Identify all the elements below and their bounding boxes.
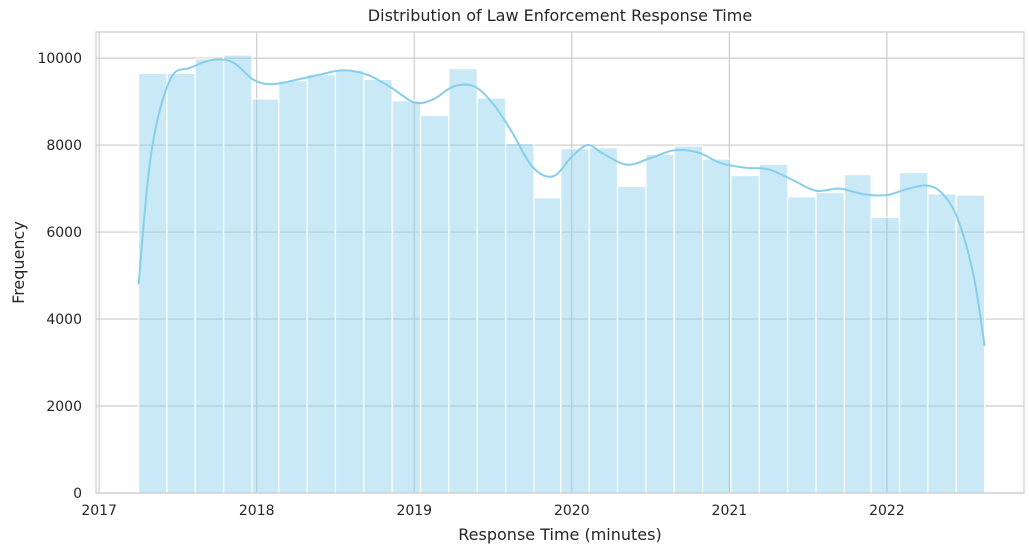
histogram-bar bbox=[223, 54, 253, 494]
histogram-bar bbox=[843, 174, 872, 494]
y-tick-label: 10000 bbox=[37, 51, 82, 67]
histogram-bar bbox=[391, 100, 422, 494]
histogram-bar bbox=[898, 171, 929, 494]
plot-area-frame bbox=[95, 31, 1025, 494]
histogram-bar bbox=[673, 145, 704, 494]
y-tick-label: 0 bbox=[73, 486, 82, 502]
histogram-bar bbox=[645, 153, 675, 494]
chart-title: Distribution of Law Enforcement Response… bbox=[368, 6, 752, 25]
histogram-bar bbox=[505, 142, 535, 494]
histogram-bar bbox=[334, 69, 365, 494]
x-axis-label: Response Time (minutes) bbox=[458, 525, 661, 544]
x-tick-label: 2019 bbox=[396, 503, 432, 519]
y-axis-label: Frequency bbox=[9, 221, 28, 304]
x-tick-label: 2022 bbox=[869, 503, 905, 519]
histogram-bar bbox=[448, 67, 478, 494]
histogram-bar bbox=[419, 114, 450, 494]
histogram-bar bbox=[533, 197, 562, 494]
histogram-bar bbox=[166, 72, 196, 494]
histogram-bar bbox=[815, 191, 845, 494]
histogram-bar bbox=[870, 216, 901, 494]
y-tick-label: 8000 bbox=[46, 138, 82, 154]
histogram-bar bbox=[306, 74, 337, 494]
histogram-bar bbox=[701, 158, 732, 494]
histogram-bar bbox=[787, 196, 817, 494]
histogram-bar bbox=[955, 194, 986, 494]
x-tick-label: 2020 bbox=[554, 503, 590, 519]
histogram-bar bbox=[476, 97, 507, 494]
histogram-bar bbox=[363, 78, 393, 494]
x-tick-label: 2017 bbox=[81, 503, 117, 519]
histogram-bar bbox=[137, 72, 168, 494]
histogram-bar bbox=[194, 58, 225, 494]
histogram-bar bbox=[616, 185, 647, 494]
y-tick-label: 2000 bbox=[46, 399, 82, 415]
histogram-bar bbox=[730, 174, 760, 494]
histogram-bar bbox=[278, 80, 308, 494]
y-tick-label: 4000 bbox=[46, 312, 82, 328]
histogram-bar bbox=[758, 163, 789, 494]
kde-curve bbox=[137, 58, 986, 347]
y-tick-label: 6000 bbox=[46, 225, 82, 241]
histogram-bar bbox=[560, 147, 590, 494]
histogram-bars bbox=[137, 54, 986, 494]
x-tick-label: 2018 bbox=[239, 503, 275, 519]
histogram-bar bbox=[927, 193, 957, 494]
histogram-bar bbox=[588, 147, 619, 494]
histogram-bar bbox=[251, 98, 280, 494]
x-tick-label: 2021 bbox=[712, 503, 748, 519]
axis-tick-labels: 2017 2018 2019 2020 2021 2022 0 2000 4000 6000 800… bbox=[37, 51, 904, 519]
